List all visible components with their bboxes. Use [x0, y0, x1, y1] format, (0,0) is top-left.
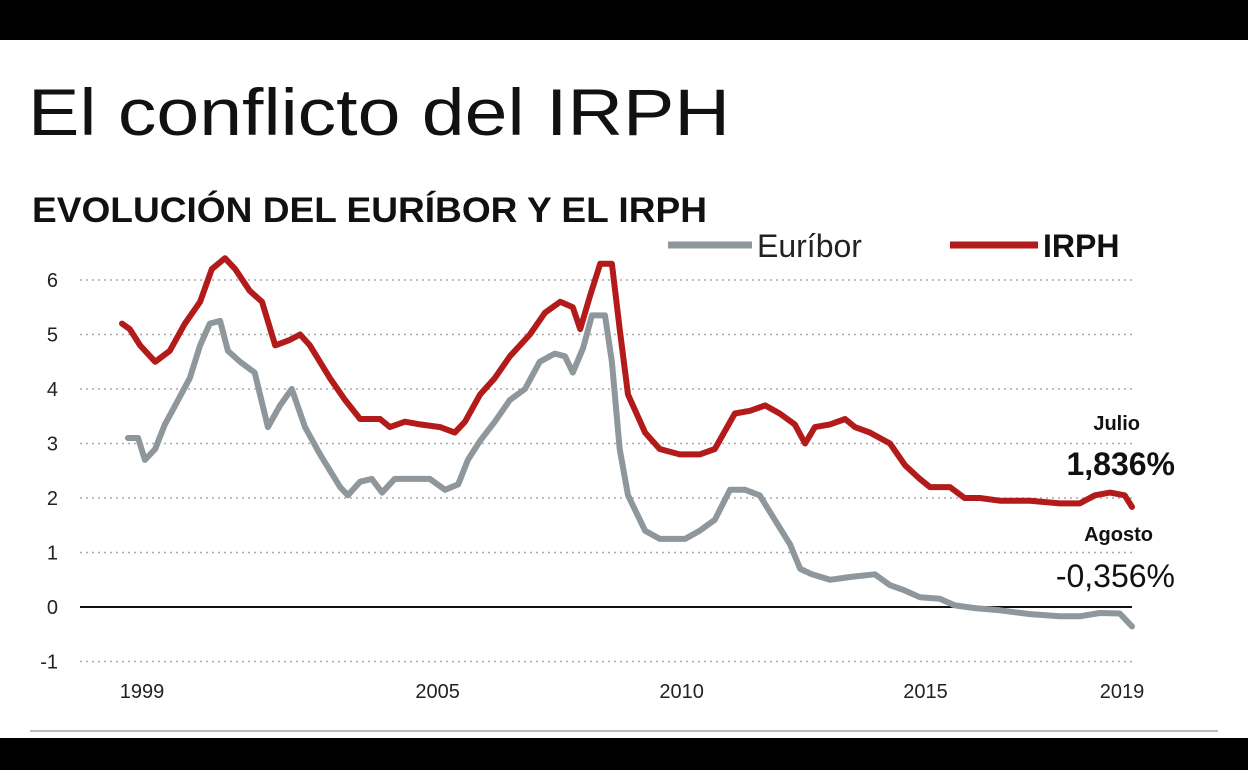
chart-subtitle: EVOLUCIÓN DEL EURÍBOR Y EL IRPH	[32, 190, 707, 230]
legend: Euríbor IRPH	[668, 228, 1119, 264]
y-tick-label: 6	[47, 270, 58, 292]
y-tick-label: 1	[47, 543, 58, 565]
y-axis: 6 5 4 3 2 1 0 -1	[40, 270, 58, 674]
legend-label-euribor: Euríbor	[757, 228, 862, 264]
annotation-euribor-month: Agosto	[1084, 524, 1153, 546]
chart-title: El conflicto del IRPH	[28, 75, 730, 149]
series-line-euribor	[124, 312, 1135, 630]
annotation-irph-month: Julio	[1093, 413, 1140, 435]
gridlines	[80, 279, 1132, 663]
annotation-euribor-value: -0,356%	[1056, 558, 1175, 594]
legend-label-irph: IRPH	[1043, 228, 1119, 264]
x-tick-label: 2010	[659, 681, 704, 703]
series-line-irph	[119, 255, 1135, 510]
x-tick-label: 2005	[415, 681, 460, 703]
annotations: Julio 1,836% Agosto -0,356%	[1056, 413, 1175, 594]
y-tick-label: 3	[47, 434, 58, 456]
x-tick-label: 2019	[1100, 681, 1145, 703]
series-lines	[119, 255, 1135, 630]
y-tick-label: 0	[47, 597, 58, 619]
x-axis: 1999 2005 2010 2015 2019	[120, 681, 1145, 703]
y-tick-label: 5	[47, 325, 58, 347]
x-tick-label: 1999	[120, 681, 165, 703]
y-tick-label: 4	[47, 379, 58, 401]
y-tick-label: -1	[40, 652, 58, 674]
annotation-irph-value: 1,836%	[1066, 446, 1175, 482]
x-tick-label: 2015	[903, 681, 948, 703]
y-tick-label: 2	[47, 488, 58, 510]
